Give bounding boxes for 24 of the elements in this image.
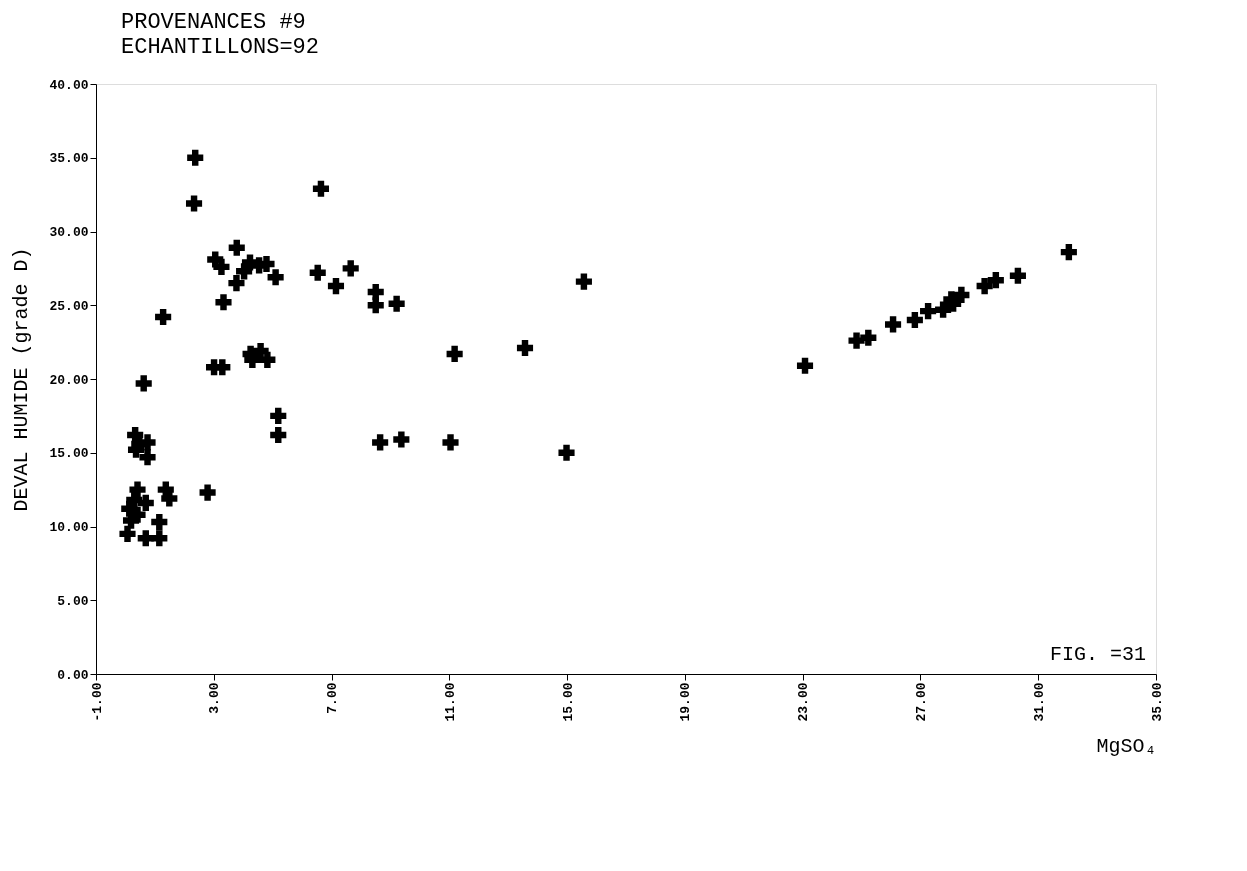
y-tick-label: 15.00 — [49, 446, 89, 462]
y-tick-label: 5.00 — [57, 593, 89, 609]
x-tick-label: 3.00 — [207, 682, 223, 714]
x-tick-label: 15.00 — [560, 682, 576, 722]
y-tick-label: 35.00 — [49, 151, 89, 167]
y-tick-label: 0.00 — [57, 667, 89, 683]
x-tick-label: 7.00 — [325, 682, 341, 714]
x-tick-label: -1.00 — [89, 682, 105, 722]
y-tick-label: 30.00 — [49, 225, 89, 240]
y-tick-label: 10.00 — [49, 520, 89, 535]
x-tick-label: 19.00 — [678, 682, 694, 722]
x-tick-label: 11.00 — [442, 682, 458, 722]
y-tick-label: 25.00 — [49, 298, 89, 314]
chart-subtitle: ECHANTILLONS=92 — [120, 35, 320, 60]
annotation: FIG. =31 — [1049, 643, 1146, 666]
x-tick-label: 35.00 — [1149, 682, 1165, 722]
y-axis-title: DEVAL HUMIDE (grade D) — [10, 247, 34, 512]
y-tick-label: 40.00 — [49, 77, 89, 93]
y-tick-label: 20.00 — [49, 372, 89, 388]
x-tick-label: 27.00 — [913, 682, 929, 722]
x-axis-title: MgSO₄ — [1096, 734, 1157, 758]
chart-title: PROVENANCES #9 — [120, 10, 306, 35]
x-tick-label: 23.00 — [796, 682, 812, 722]
x-tick-label: 31.00 — [1031, 682, 1047, 722]
